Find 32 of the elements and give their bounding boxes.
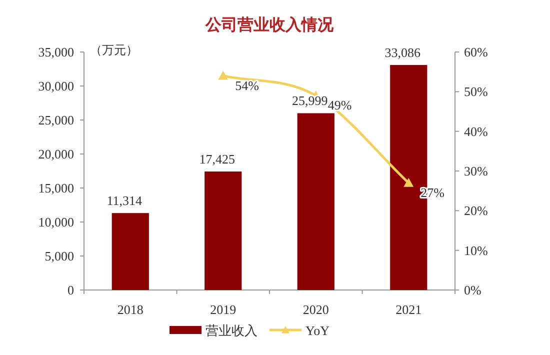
y2-tick-label: 10% <box>464 242 488 258</box>
bar <box>297 113 334 290</box>
y2-tick-label: 40% <box>464 124 488 139</box>
y-tick-label: 5,000 <box>44 248 74 264</box>
y-tick-label: 30,000 <box>38 78 74 94</box>
y2-tick-label: 30% <box>464 164 488 178</box>
y2-tick-label: 0% <box>464 282 482 298</box>
point <box>218 70 228 80</box>
point <box>404 178 414 187</box>
y-tick-label: 20,000 <box>38 146 74 162</box>
y2-tick-label: 60% <box>464 44 488 60</box>
data-label: 11,314 <box>106 193 142 208</box>
chart-title: 公司营业收入情况 <box>204 16 334 34</box>
x-tick-label: 2021 <box>396 302 422 317</box>
y-tick-label: 0 <box>68 282 74 298</box>
bar <box>112 213 149 290</box>
y-tick-label: 35,000 <box>38 44 74 60</box>
y-tick-label: 10,000 <box>38 214 74 230</box>
x-tick-label: 2020 <box>302 302 329 317</box>
x-tick-label: 2019 <box>210 302 236 317</box>
y2-tick-label: 20% <box>464 203 488 218</box>
bar <box>204 172 242 290</box>
y-tick-label: 15,000 <box>38 180 74 196</box>
data-label: 17,425 <box>199 152 235 167</box>
y-tick-label: 25,000 <box>38 112 74 128</box>
data-label: 54% <box>235 78 260 93</box>
y2-tick-label: 50% <box>464 84 488 100</box>
annotation: （万元） <box>90 43 138 57</box>
data-label: 33,086 <box>384 45 421 60</box>
legend-label: 营业收入 <box>206 323 258 338</box>
legend-label: YoY <box>306 323 330 338</box>
x-tick-label: 2018 <box>117 302 144 317</box>
